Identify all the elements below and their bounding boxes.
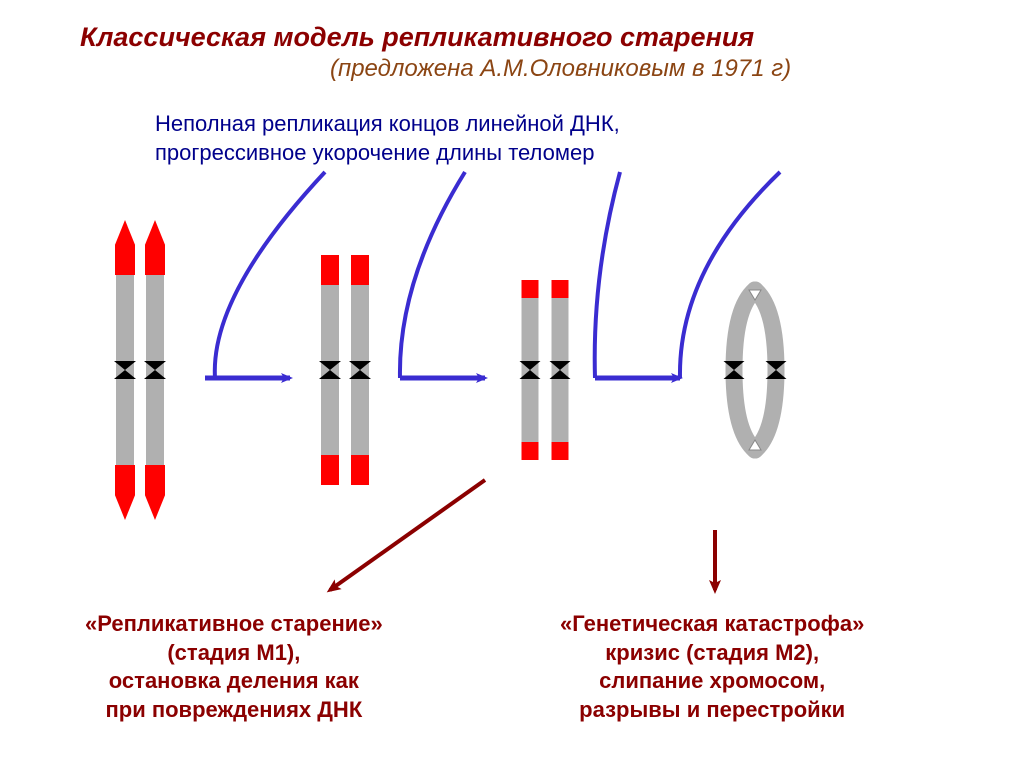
diagram-svg <box>0 0 1024 767</box>
